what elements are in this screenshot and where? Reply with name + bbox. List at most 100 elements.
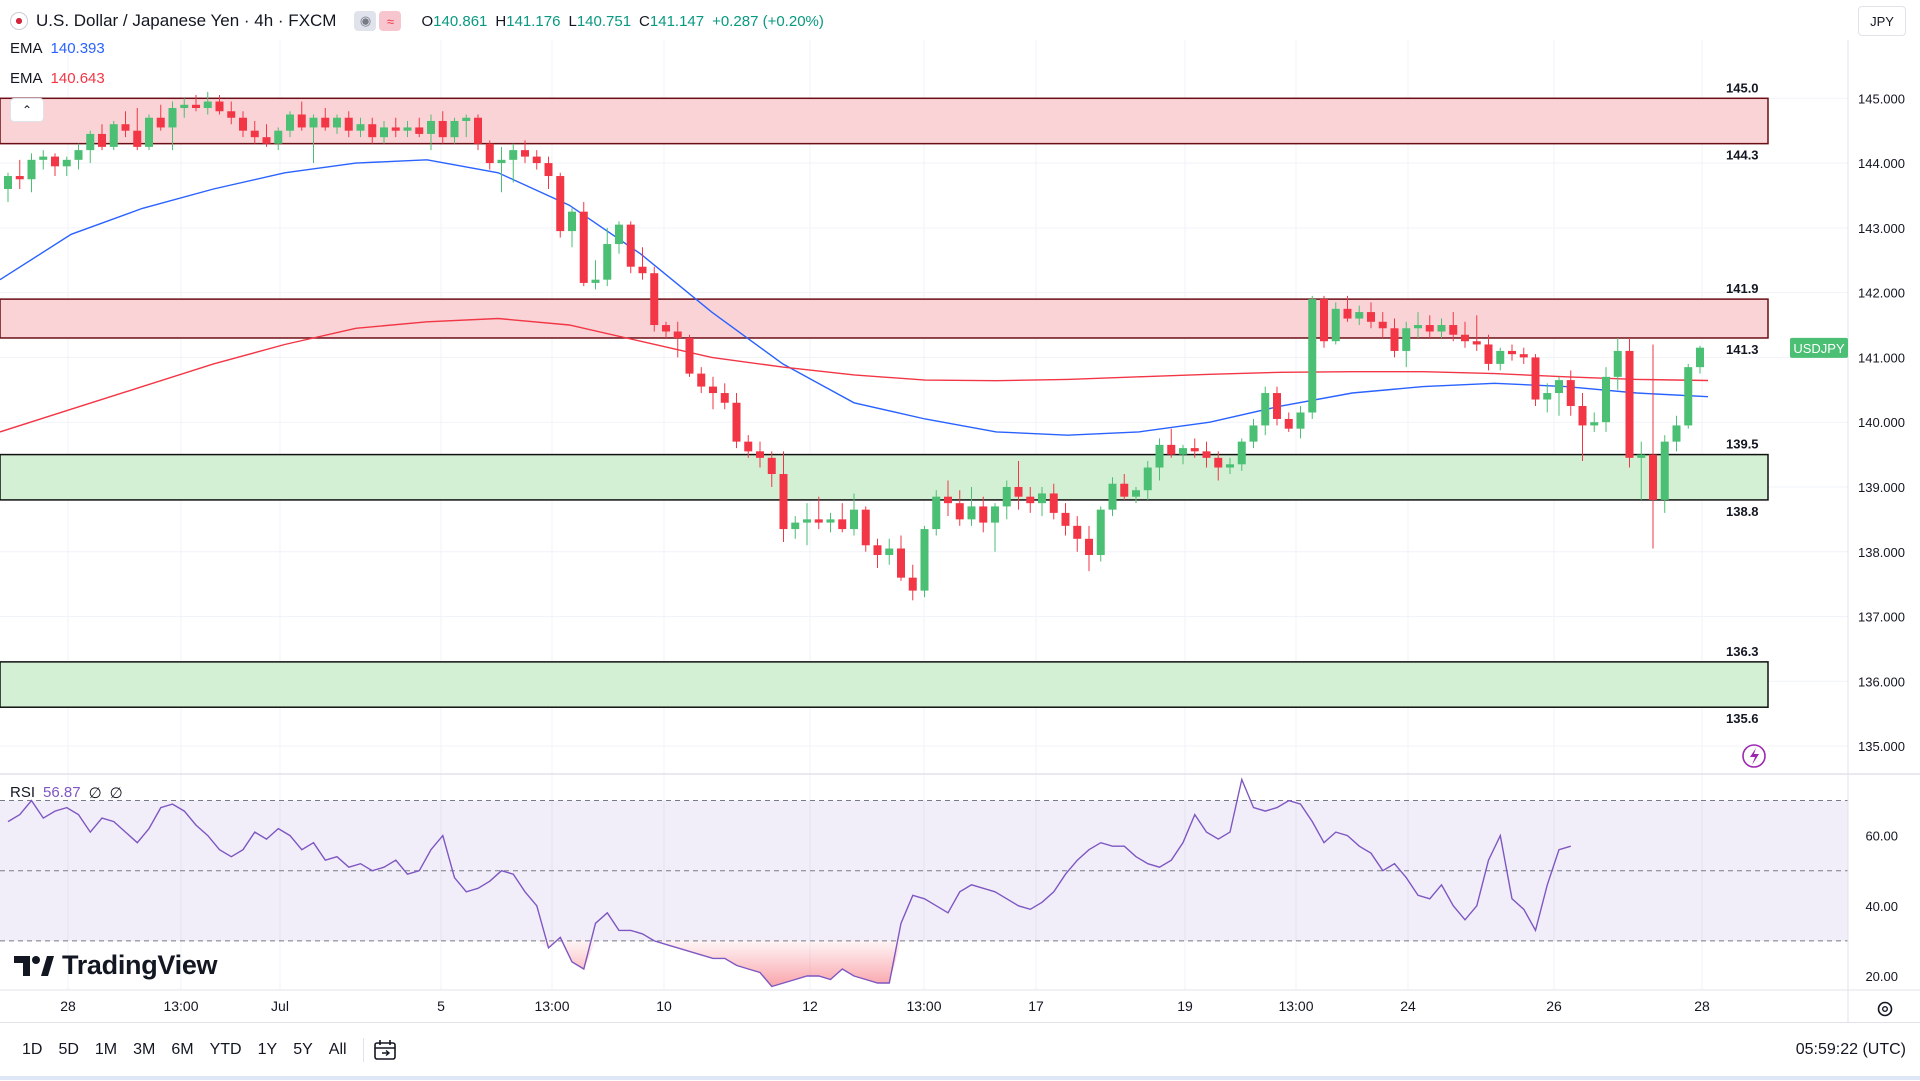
range-5y[interactable]: 5Y xyxy=(293,1041,313,1058)
candle-body xyxy=(450,120,459,138)
time-tick-label: 12 xyxy=(802,998,818,1014)
ema-legend-red[interactable]: EMA 140.643 xyxy=(10,70,105,87)
candle-body xyxy=(662,325,670,332)
candle-body xyxy=(673,331,682,338)
candle-body xyxy=(803,519,811,523)
range-1y[interactable]: 1Y xyxy=(257,1041,278,1058)
ema-legend-blue[interactable]: EMA 140.393 xyxy=(10,40,105,57)
candle-body xyxy=(568,211,576,232)
candle-body xyxy=(861,509,870,546)
candle-body xyxy=(474,117,482,144)
utc-clock[interactable]: 05:59:22 (UTC) xyxy=(1795,1041,1906,1058)
candle-body xyxy=(192,104,200,109)
candle-body xyxy=(1367,312,1375,322)
candle-body xyxy=(438,120,447,138)
bottom-strip xyxy=(0,1076,1920,1080)
time-tick-label: 13:00 xyxy=(163,998,198,1014)
candle-body xyxy=(1578,406,1587,426)
eye-icon[interactable]: ◉ xyxy=(354,11,377,31)
candle-body xyxy=(1320,299,1328,342)
candle-body xyxy=(1672,425,1681,442)
candle-body xyxy=(286,114,294,131)
candle-body xyxy=(462,117,471,121)
time-tick-label: 19 xyxy=(1177,998,1193,1014)
price-tick-label: 137.000 xyxy=(1858,610,1905,625)
close-value: 141.147 xyxy=(649,12,705,30)
price-tick-label: 141.000 xyxy=(1858,350,1905,365)
candle-body xyxy=(744,441,753,452)
range-1d[interactable]: 1D xyxy=(22,1041,43,1058)
candle-body xyxy=(650,273,659,326)
candle-body xyxy=(1014,486,1023,497)
time-tick-label: 24 xyxy=(1400,998,1416,1014)
symbol-title[interactable]: U.S. Dollar / Japanese Yen · 4h · FXCM xyxy=(36,11,337,30)
rsi-legend[interactable]: RSI 56.87 ∅ ∅ xyxy=(10,784,123,802)
calendar-range-icon[interactable] xyxy=(372,1038,398,1062)
candle-body xyxy=(638,266,647,274)
time-tick-label: 13:00 xyxy=(1278,998,1313,1014)
candle-body xyxy=(1073,525,1082,539)
candle-body xyxy=(1155,444,1164,468)
candle-body xyxy=(908,577,917,591)
candle-body xyxy=(521,150,529,157)
candle-body xyxy=(1625,350,1634,458)
candle-body xyxy=(1613,350,1622,377)
candle-body xyxy=(1449,325,1458,335)
rsi-line xyxy=(7,777,1571,988)
candle-body xyxy=(250,130,259,138)
candle-body xyxy=(1108,483,1117,510)
divider xyxy=(362,1038,364,1062)
ohlc-readout: O140.861 H141.176 L140.751 C141.147 +0.2… xyxy=(421,12,824,30)
zone-label: 138.8 xyxy=(1726,504,1759,519)
candle-body xyxy=(215,101,224,112)
range-3m[interactable]: 3M xyxy=(133,1041,156,1058)
candle-body xyxy=(779,474,788,530)
zone-label: 141.3 xyxy=(1726,342,1759,357)
chart-header: U.S. Dollar / Japanese Yen · 4h · FXCM ◉… xyxy=(10,8,824,34)
time-tick-label: 17 xyxy=(1028,998,1044,1014)
candle-body xyxy=(1637,454,1646,458)
time-tick-label: 28 xyxy=(1694,998,1710,1014)
candle-body xyxy=(1684,367,1693,426)
candle-body xyxy=(591,279,600,283)
candle-body xyxy=(709,386,717,394)
candle-body xyxy=(967,506,976,520)
candle-body xyxy=(344,117,353,131)
currency-button[interactable]: JPY xyxy=(1858,6,1906,36)
tradingview-logo-icon xyxy=(14,955,54,976)
rsi-value: 56.87 xyxy=(43,784,81,801)
gear-icon-hub xyxy=(1881,1006,1888,1013)
candle-body xyxy=(1543,393,1552,400)
candle-body xyxy=(203,101,212,109)
candle-body xyxy=(262,137,271,144)
candle-body xyxy=(180,104,189,109)
wave-icon[interactable]: ≈ xyxy=(379,11,402,31)
candle-body xyxy=(1660,441,1669,500)
candle-body xyxy=(1061,512,1070,526)
candle-body xyxy=(1179,448,1187,455)
candle-body xyxy=(133,130,142,147)
candle-body xyxy=(274,130,283,144)
range-1m[interactable]: 1M xyxy=(94,1041,118,1058)
candle-body xyxy=(51,156,59,167)
candle-body xyxy=(109,124,118,147)
candle-body xyxy=(1484,344,1493,364)
candle-body xyxy=(814,519,823,523)
collapse-legend-button[interactable]: ⌃ xyxy=(10,98,44,122)
candle-body xyxy=(1284,418,1293,429)
candle-body xyxy=(15,176,24,180)
high-value: 141.176 xyxy=(506,12,561,30)
candle-body xyxy=(791,522,800,530)
range-all[interactable]: All xyxy=(328,1041,347,1058)
range-6m[interactable]: 6M xyxy=(171,1041,194,1058)
candle-body xyxy=(297,114,306,128)
candle-body xyxy=(1331,308,1340,342)
price-tick-label: 145.000 xyxy=(1858,91,1905,106)
candle-body xyxy=(380,127,388,138)
candle-body xyxy=(1120,483,1129,497)
candle-body xyxy=(1226,464,1234,468)
zone-label: 141.9 xyxy=(1726,281,1759,296)
range-5d[interactable]: 5D xyxy=(58,1041,79,1058)
range-ytd[interactable]: YTD xyxy=(209,1041,242,1058)
